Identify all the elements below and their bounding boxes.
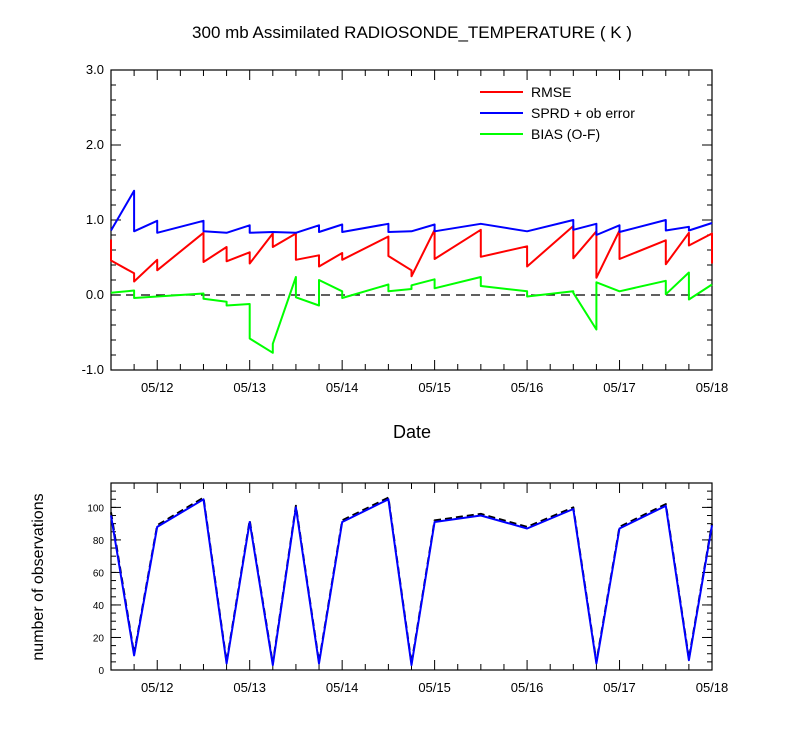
y-tick-label: 20: [93, 633, 105, 644]
y-tick-label: -1.0: [82, 362, 104, 377]
x-tick-label: 05/14: [326, 380, 359, 395]
legend-entry: RMSE: [531, 84, 571, 100]
x-tick-label: 05/15: [418, 680, 451, 695]
y-tick-label: 80: [93, 536, 105, 547]
x-axis-label: Date: [393, 422, 431, 442]
series-sprd-ob-error: [110, 189, 713, 236]
x-tick-label: 05/18: [696, 380, 729, 395]
y-tick-label: 0.0: [86, 287, 104, 302]
y-tick-label: 40: [93, 601, 105, 612]
legend-entry: SPRD + ob error: [531, 105, 635, 121]
series-bias-o-f: [110, 271, 713, 354]
legend-entry: BIAS (O-F): [531, 126, 600, 142]
x-tick-label: 05/14: [326, 680, 359, 695]
y-tick-label: 60: [93, 568, 105, 579]
x-tick-label: 05/17: [603, 680, 636, 695]
y-tick-label: 0: [98, 666, 104, 677]
observations-panel: 05/12 05/13 05/14 05/15 05/16 05/17 05/18 0 20 40…: [87, 482, 729, 695]
x-tick-label: 05/13: [233, 380, 266, 395]
x-tick-label: 05/16: [511, 680, 544, 695]
observation-series-0: [110, 496, 713, 665]
y-tick-label: 2.0: [86, 137, 104, 152]
y-tick-label: 100: [87, 503, 104, 514]
x-tick-label: 05/15: [418, 380, 451, 395]
x-tick-label: 05/18: [696, 680, 729, 695]
top-panel: 05/12 05/13 05/14 05/15 05/16 05/17 05/18 -1.0 0…: [82, 62, 729, 395]
x-tick-label: 05/16: [511, 380, 544, 395]
observation-series-1: [110, 498, 713, 667]
x-tick-label: 05/17: [603, 380, 636, 395]
series-rmse: [110, 225, 713, 283]
x-tick-label: 05/12: [141, 380, 174, 395]
observations-y-axis-label: number of observations: [30, 493, 47, 660]
y-tick-label: 3.0: [86, 62, 104, 77]
x-tick-label: 05/13: [233, 680, 266, 695]
plot-frame: [110, 482, 713, 671]
x-tick-label: 05/12: [141, 680, 174, 695]
chart-title: 300 mb Assimilated RADIOSONDE_TEMPERATUR…: [192, 23, 632, 42]
y-tick-label: 1.0: [86, 212, 104, 227]
